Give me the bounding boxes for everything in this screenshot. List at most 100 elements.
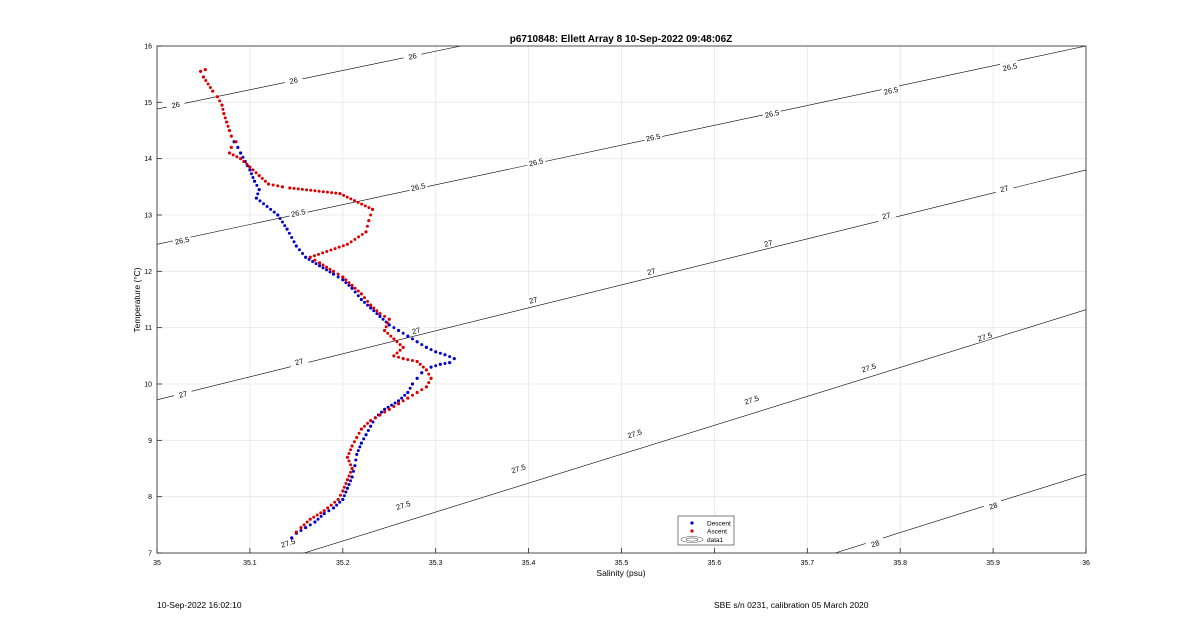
ascent-point-trace — [296, 187, 300, 191]
ascent-point — [199, 69, 203, 73]
descent-point — [285, 227, 289, 231]
contour-label-bg — [858, 360, 879, 375]
contour-label-bg — [865, 535, 885, 550]
ascent-point-trace — [336, 272, 340, 276]
descent-point-trace — [328, 270, 332, 274]
ascent-point-trace — [206, 82, 210, 86]
ascent-point-trace — [356, 200, 360, 204]
ascent-point-trace — [401, 399, 405, 403]
ascent-point-trace — [353, 237, 357, 241]
descent-point — [341, 278, 345, 282]
descent-point — [443, 353, 447, 357]
descent-point-trace — [272, 210, 276, 214]
contour-label-bg — [641, 264, 661, 278]
descent-point — [359, 441, 363, 445]
descent-point — [239, 151, 243, 155]
contour-label: 26.5 — [526, 155, 546, 168]
footer-calibration: SBE s/n 0231, calibration 05 March 2020 — [714, 600, 869, 610]
descent-point-trace — [393, 401, 397, 405]
descent-point — [448, 360, 452, 365]
y-tick-label: 10 — [144, 382, 152, 389]
ascent-point — [211, 89, 215, 93]
contour-label-bg — [408, 180, 428, 193]
y-tick-label: 15 — [144, 100, 152, 107]
descent-point — [290, 536, 294, 540]
descent-point-trace — [335, 503, 339, 507]
y-tick-label: 11 — [145, 325, 152, 332]
contour-label-bg — [881, 83, 901, 97]
ascent-point-trace — [341, 244, 345, 248]
legend-descent-label: Descent — [707, 521, 731, 528]
ascent-point-trace — [421, 365, 425, 369]
ascent-point — [308, 255, 312, 259]
descent-point-trace — [408, 386, 412, 390]
descent-point-trace — [301, 251, 305, 255]
ascent-point-trace — [226, 124, 230, 128]
descent-point-trace — [448, 355, 452, 359]
descent-point-trace — [269, 207, 273, 211]
axis-ticks: 35 35.1 35.2 35.3 35.4 35.5 35.6 35.7 35.8 35.9 36… — [144, 44, 1090, 568]
contour-label-text: 26.5 — [290, 207, 306, 219]
ascent-point — [350, 466, 354, 471]
descent-point — [364, 433, 368, 437]
x-tick-label: 36 — [1082, 560, 1090, 567]
contour-label-bg — [289, 354, 309, 368]
descent-point-trace — [336, 275, 340, 279]
contour-label-text: 26.5 — [883, 85, 899, 97]
descent-point-trace — [443, 361, 447, 365]
ascent-point — [383, 328, 387, 333]
contour-label: 26.5 — [762, 106, 782, 120]
x-tick-label: 35.9 — [986, 560, 1000, 567]
contour-label-text: 26.5 — [410, 181, 426, 193]
ascent-point-trace — [245, 162, 249, 166]
ascent-point-trace — [317, 189, 321, 193]
contour-label-bg — [165, 97, 186, 111]
x-tick-label: 35.8 — [893, 560, 907, 567]
descent-point-trace — [325, 268, 329, 272]
descent-point — [415, 340, 419, 344]
descent-point-trace — [311, 259, 315, 263]
ascent-point-trace — [329, 248, 333, 252]
ascent-point-trace — [360, 202, 364, 206]
ascent-point-trace — [317, 252, 321, 256]
contour-label-text: 26.5 — [174, 235, 190, 247]
contour-label: 27 — [406, 323, 426, 337]
descent-point-trace — [362, 437, 366, 441]
contour-label: 26.5 — [881, 83, 901, 97]
ascent-point — [317, 261, 322, 265]
ascent-point-trace — [218, 99, 222, 103]
descent-point-trace — [308, 523, 312, 527]
ascent-point-trace — [302, 523, 306, 527]
ascent-point — [396, 402, 401, 406]
descent-point — [424, 345, 429, 349]
chart-title: p6710848: Ellett Array 8 10-Sep-2022 09:… — [510, 34, 733, 45]
x-tick-label: 35 — [153, 560, 161, 567]
ascent-point-trace — [329, 503, 333, 507]
ascent-point-trace — [208, 86, 212, 90]
contour-label: 27.5 — [858, 360, 879, 375]
contour-label-text: 27.5 — [860, 361, 877, 374]
ascent-point-trace — [363, 204, 367, 208]
legend-box — [677, 515, 735, 546]
ascent-point-trace — [386, 331, 390, 335]
contour-label: 27 — [523, 293, 543, 307]
ascent-point-trace — [384, 325, 388, 329]
ascent-point — [266, 182, 271, 186]
ascent-point-trace — [319, 511, 323, 515]
ascent-point-trace — [373, 416, 377, 420]
ascent-point-trace — [389, 334, 393, 338]
descent-point — [252, 179, 257, 183]
descent-point-trace — [429, 348, 433, 352]
y-tick-label: 8 — [148, 494, 152, 501]
ascent-point — [367, 219, 371, 223]
descent-point-trace — [371, 420, 375, 424]
ascent-point-trace — [337, 245, 341, 249]
descent-point — [410, 382, 415, 386]
x-tick-label: 35.7 — [800, 560, 814, 567]
contour-label: 27.5 — [508, 461, 529, 475]
ascent-point-trace — [305, 520, 309, 524]
ascent-point-trace — [326, 506, 330, 510]
legend: Descent Ascent data1 — [677, 515, 735, 546]
contour-label-text: 26.5 — [1002, 61, 1018, 73]
